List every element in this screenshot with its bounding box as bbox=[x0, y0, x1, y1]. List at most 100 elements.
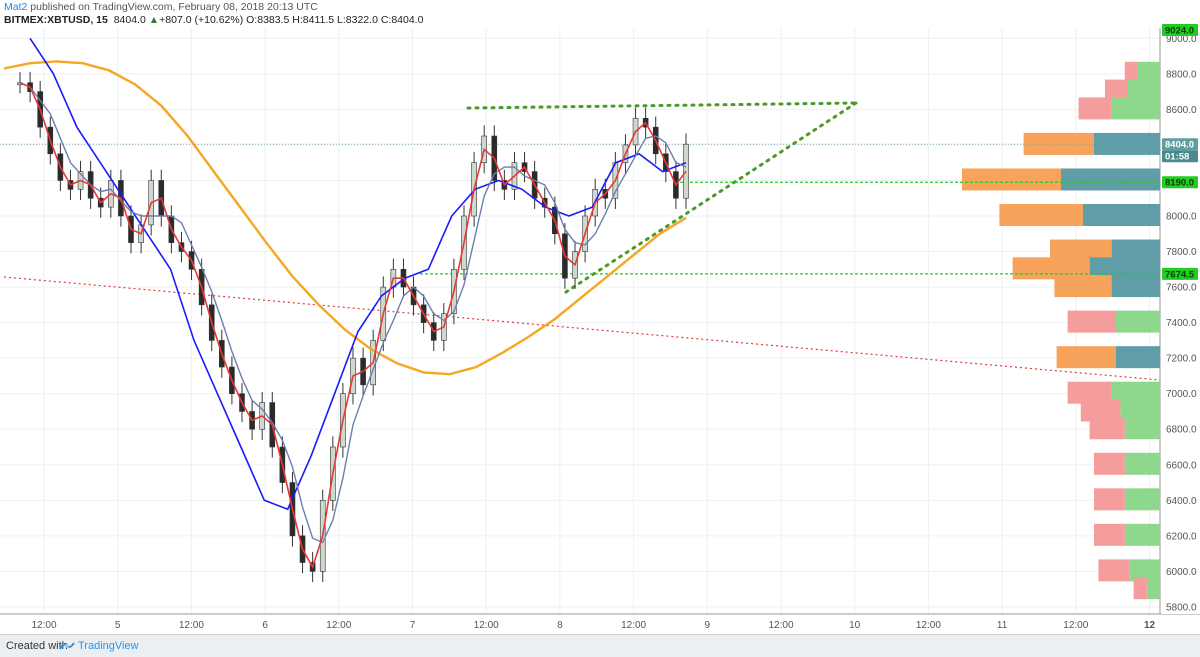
price-tag-top-bg bbox=[1162, 24, 1198, 36]
ohlc-high: H:8411.5 bbox=[292, 14, 335, 26]
x-tick-label: 12:00 bbox=[474, 620, 499, 631]
ema-slow-line bbox=[3, 60, 687, 376]
x-tick-label: 11 bbox=[997, 620, 1008, 631]
ema-faster-line bbox=[19, 82, 687, 544]
vp-bar-up bbox=[1111, 97, 1160, 120]
vp-bar-up bbox=[1111, 239, 1160, 262]
vp-bar-up bbox=[1127, 79, 1160, 102]
vp-bar-up bbox=[1120, 399, 1160, 422]
vp-bar-down bbox=[1056, 346, 1116, 369]
author-link[interactable]: Mat2 bbox=[4, 1, 28, 13]
y-tick-label: 8000.0 bbox=[1166, 212, 1197, 223]
price-tag-level-high-bg bbox=[1162, 176, 1198, 189]
x-tick-label: 8 bbox=[557, 620, 563, 631]
y-tick-label: 7600.0 bbox=[1166, 283, 1197, 294]
publish-info: Mat2 published on TradingView.com, Febru… bbox=[4, 1, 318, 14]
up-arrow-icon: ▲ bbox=[148, 14, 160, 26]
vp-bar-down bbox=[999, 204, 1083, 226]
vp-bar-down bbox=[1105, 79, 1127, 102]
vp-bar-up bbox=[1116, 346, 1160, 369]
price-chart[interactable]: 9000.08800.08600.08400.08200.08000.07800… bbox=[0, 0, 1200, 634]
price-axis-bg bbox=[1161, 28, 1200, 614]
vp-bar-down bbox=[1050, 239, 1112, 262]
resistance-line bbox=[466, 101, 858, 110]
vp-bar-up bbox=[1138, 61, 1160, 84]
chart-grid bbox=[0, 28, 1200, 615]
vp-bar-down bbox=[962, 168, 1061, 191]
support-line bbox=[564, 101, 858, 294]
price-tag-countdown-bg bbox=[1162, 150, 1198, 163]
vp-bar-down bbox=[1023, 132, 1094, 155]
vp-bar-up bbox=[1129, 559, 1160, 582]
last-price: 8404.0 bbox=[113, 14, 146, 26]
vp-bar-up bbox=[1146, 577, 1160, 600]
vp-bar-up bbox=[1116, 310, 1160, 333]
x-tick-label: 12:00 bbox=[916, 620, 941, 631]
y-tick-label: 6800.0 bbox=[1166, 425, 1197, 436]
red-trendline bbox=[3, 276, 1161, 381]
vp-bar-down bbox=[1094, 452, 1125, 475]
y-tick-label: 5800.0 bbox=[1166, 602, 1197, 613]
vp-bar-up bbox=[1124, 488, 1160, 511]
price-tag-level-high: 8190.0 bbox=[1165, 178, 1194, 189]
chart-header: Mat2 published on TradingView.com, Febru… bbox=[0, 0, 1200, 28]
y-tick-label: 7400.0 bbox=[1166, 318, 1197, 329]
vp-bar-down bbox=[1054, 275, 1112, 298]
symbol-info: BITMEX:XBTUSD, 15 8404.0 ▲+807.0 (+10.62… bbox=[4, 14, 423, 27]
time-axis: 12:00 5 12:00 6 12:00 7 12:00 8 12:00 9 12:00 10 12:… bbox=[31, 620, 1155, 631]
price-axis: 9000.08800.08600.08400.08200.08000.07800… bbox=[1161, 28, 1200, 614]
vp-bar-down bbox=[1133, 577, 1147, 600]
y-tick-label: 6000.0 bbox=[1166, 567, 1197, 578]
price-tag-countdown: 01:58 bbox=[1165, 152, 1189, 163]
ohlc-open: O:8383.5 bbox=[246, 14, 290, 26]
vp-bar-up bbox=[1083, 204, 1160, 226]
x-tick-label: 12:00 bbox=[179, 620, 204, 631]
ohlc-close: C:8404.0 bbox=[380, 14, 424, 26]
moving-averages bbox=[3, 37, 687, 569]
y-tick-label: 8600.0 bbox=[1166, 105, 1197, 116]
y-tick-label: 7000.0 bbox=[1166, 389, 1197, 400]
vp-bar-down bbox=[1094, 523, 1125, 546]
price-tags: 9024.0 8404.001:58 8190.0 7674.5 bbox=[1162, 24, 1198, 280]
x-tick-label: 9 bbox=[705, 620, 711, 631]
y-tick-label: 6400.0 bbox=[1166, 496, 1197, 507]
y-tick-label: 7200.0 bbox=[1166, 354, 1197, 365]
tradingview-logo-icon[interactable] bbox=[58, 640, 76, 652]
price-change: +807.0 (+10.62%) bbox=[159, 14, 244, 26]
trend-lines bbox=[0, 101, 1161, 381]
y-tick-label: 8800.0 bbox=[1166, 69, 1197, 80]
plot-area bbox=[0, 28, 1160, 614]
price-tag-top: 9024.0 bbox=[1165, 26, 1194, 37]
x-tick-label: 7 bbox=[410, 620, 416, 631]
x-tick-label: 12:00 bbox=[621, 620, 646, 631]
vp-bar-up bbox=[1111, 275, 1160, 298]
vp-bar-down bbox=[1078, 97, 1112, 120]
vp-bar-up bbox=[1111, 381, 1160, 404]
price-tag-last-bg bbox=[1162, 138, 1198, 151]
x-tick-label: 6 bbox=[262, 620, 268, 631]
price-tag-level-low-bg bbox=[1162, 267, 1198, 280]
y-tick-label: 9000.0 bbox=[1166, 34, 1197, 45]
ema-mid-line bbox=[29, 37, 687, 511]
y-tick-label: 6200.0 bbox=[1166, 531, 1197, 542]
vp-bar-up bbox=[1094, 132, 1160, 155]
footer-bar: Created with TradingView bbox=[0, 634, 1200, 657]
publish-text: published on TradingView.com, February 0… bbox=[27, 1, 318, 13]
ema-fast-line bbox=[19, 81, 687, 569]
vp-bar-down bbox=[1094, 488, 1125, 511]
x-tick-label: 12:00 bbox=[1063, 620, 1088, 631]
vp-bar-up bbox=[1124, 452, 1160, 475]
price-tag-level-low: 7674.5 bbox=[1165, 269, 1195, 280]
vp-bar-down bbox=[1098, 559, 1130, 582]
x-tick-label: 12:00 bbox=[31, 620, 56, 631]
vp-bar-down bbox=[1089, 417, 1125, 440]
vp-bar-down bbox=[1080, 399, 1121, 422]
x-tick-label: 5 bbox=[115, 620, 121, 631]
y-tick-label: 7800.0 bbox=[1166, 247, 1197, 258]
vp-bar-up bbox=[1061, 168, 1160, 191]
created-with-label: Created with bbox=[6, 640, 68, 652]
vp-bar-up bbox=[1124, 523, 1160, 546]
tradingview-brand[interactable]: TradingView bbox=[78, 640, 139, 652]
symbol-label: BITMEX:XBTUSD, 15 bbox=[4, 14, 108, 26]
x-tick-label: 12:00 bbox=[326, 620, 351, 631]
